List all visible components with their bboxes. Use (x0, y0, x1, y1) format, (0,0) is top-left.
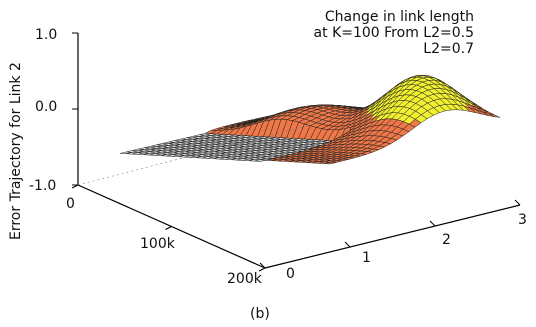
x-tick-mark (514, 199, 521, 206)
x-tick-label: 3 (518, 212, 527, 228)
x-tick-mark (429, 220, 436, 227)
y-tick-mark (165, 226, 172, 230)
z-tick-label: 0.0 (35, 99, 57, 115)
tick-marks (71, 32, 521, 272)
y-tick-label: 200k (227, 271, 263, 287)
chart-title-line: Change in link length (325, 9, 474, 25)
x-axis-line (264, 204, 521, 269)
chart-title-line: L2=0.7 (423, 41, 474, 57)
x-tick-mark (344, 241, 351, 248)
chart-title-line: at K=100 From L2=0.5 (314, 25, 474, 41)
back-x-axis-line (77, 119, 331, 186)
x-tick-label: 1 (362, 250, 371, 266)
z-tick-label: -1.0 (29, 178, 56, 194)
figure-caption: (b) (250, 306, 270, 322)
surface-cell (119, 151, 132, 154)
x-tick-label: 2 (442, 232, 451, 248)
y-tick-mark (71, 184, 79, 189)
z-axis-label: Error Trajectory for Link 2 (8, 62, 24, 240)
y-tick-label: 100k (140, 236, 176, 252)
x-tick-mark (259, 262, 266, 269)
z-tick-label: 1.0 (35, 27, 57, 43)
y-tick-mark (258, 267, 266, 272)
x-tick-label: 0 (286, 266, 295, 282)
y-tick-label: 0 (66, 196, 75, 212)
surface-mesh (119, 75, 501, 165)
